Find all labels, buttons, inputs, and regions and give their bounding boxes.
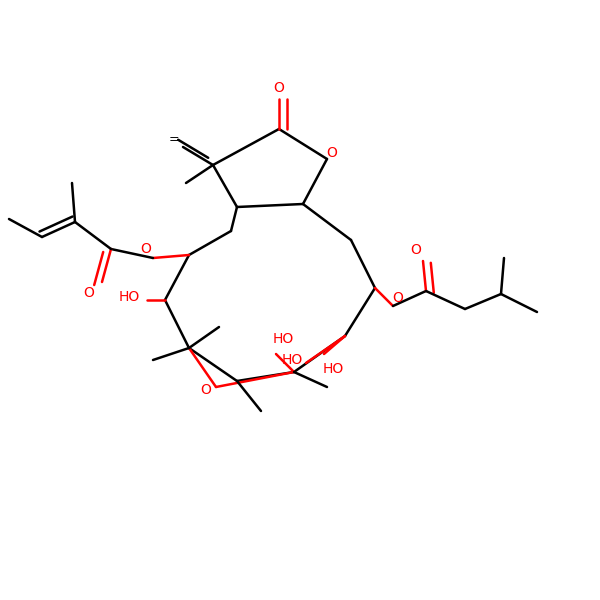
Text: HO: HO bbox=[282, 353, 303, 367]
Text: O: O bbox=[140, 242, 151, 256]
Text: O: O bbox=[200, 383, 211, 397]
Text: HO: HO bbox=[119, 290, 140, 304]
Text: O: O bbox=[392, 290, 403, 305]
Text: HO: HO bbox=[273, 332, 294, 346]
Text: HO: HO bbox=[323, 362, 344, 376]
Text: O: O bbox=[274, 81, 284, 95]
Text: O: O bbox=[326, 146, 337, 160]
Text: O: O bbox=[410, 243, 421, 257]
Text: O: O bbox=[83, 286, 94, 300]
Text: =: = bbox=[169, 133, 179, 146]
